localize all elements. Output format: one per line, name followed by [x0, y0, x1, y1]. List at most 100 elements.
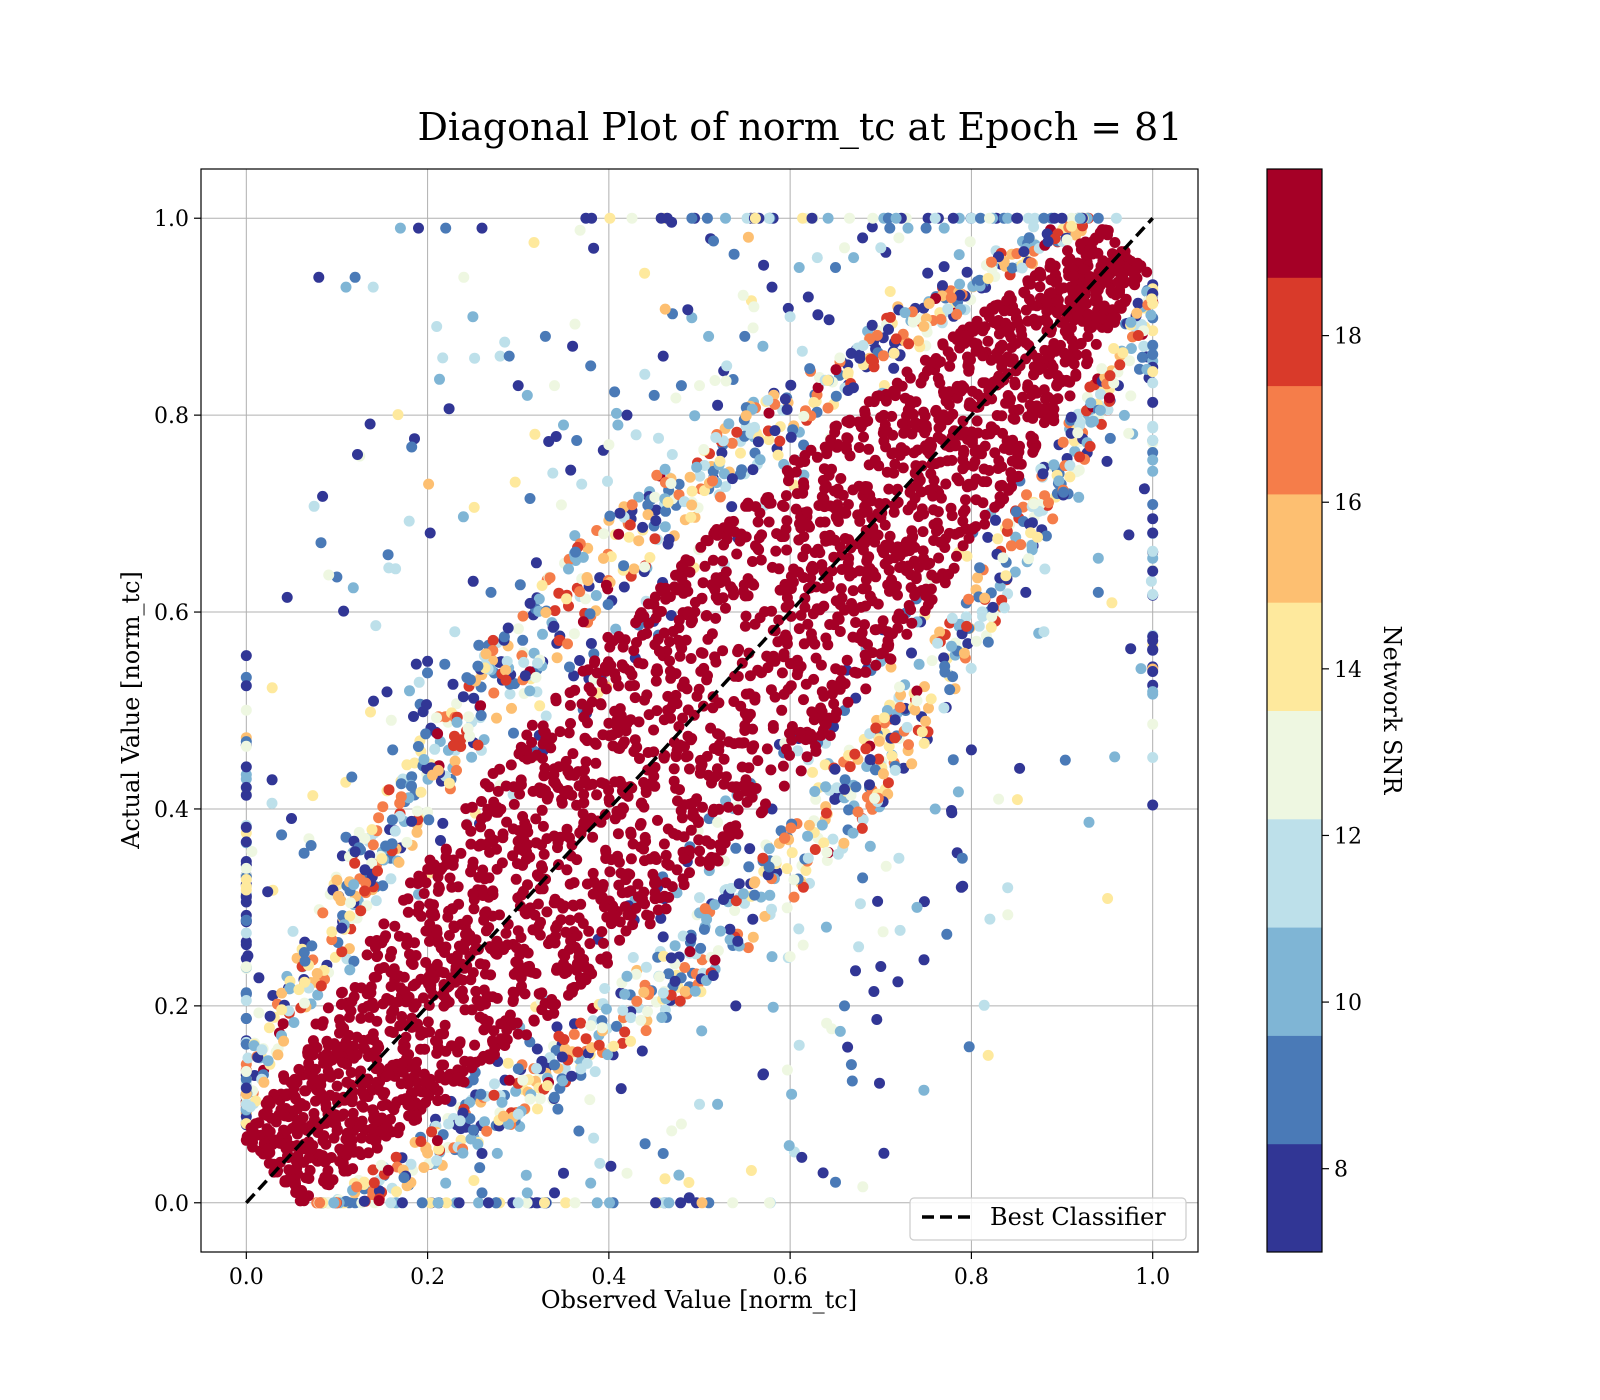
scatter-point — [415, 786, 427, 798]
scatter-point — [957, 383, 969, 395]
scatter-point — [585, 1177, 597, 1189]
scatter-point — [812, 309, 824, 321]
scatter-point — [862, 639, 873, 650]
scatter-point — [386, 814, 398, 826]
scatter-point — [877, 926, 889, 938]
scatter-point — [1002, 518, 1014, 530]
scatter-point — [729, 905, 741, 916]
scatter-point — [642, 509, 654, 521]
scatter-point — [526, 719, 538, 731]
scatter-point — [713, 697, 725, 709]
scatter-point — [1074, 451, 1086, 463]
scatter-point — [978, 999, 990, 1011]
scatter-point — [363, 1147, 374, 1159]
scatter-point — [344, 910, 356, 922]
scatter-point — [863, 443, 875, 455]
scatter-point — [406, 780, 417, 792]
scatter-point — [1024, 399, 1036, 411]
scatter-point — [940, 395, 952, 407]
scatter-point — [422, 1016, 434, 1028]
scatter-point — [1065, 411, 1077, 423]
scatter-point — [657, 931, 669, 943]
scatter-point — [633, 491, 645, 503]
scatter-point — [240, 896, 252, 908]
scatter-point — [665, 478, 677, 489]
scatter-point — [443, 403, 455, 415]
scatter-point — [889, 714, 901, 726]
scatter-point — [371, 1115, 383, 1127]
scatter-point — [284, 982, 296, 994]
scatter-point — [720, 566, 732, 578]
scatter-point — [1132, 297, 1144, 309]
scatter-point — [500, 674, 512, 686]
scatter-point — [447, 903, 459, 915]
scatter-point — [986, 256, 997, 268]
scatter-point — [1147, 643, 1159, 655]
scatter-point — [489, 946, 501, 958]
scatter-point — [834, 1025, 846, 1037]
scatter-point — [958, 647, 970, 659]
scatter-point — [1108, 343, 1120, 354]
scatter-point — [1040, 530, 1052, 542]
scatter-point — [527, 785, 539, 797]
scatter-point — [810, 740, 821, 752]
scatter-point — [909, 417, 921, 429]
scatter-point — [390, 1151, 402, 1163]
scatter-point — [882, 212, 894, 224]
scatter-point — [508, 727, 519, 739]
scatter-point — [1052, 377, 1064, 389]
scatter-point — [814, 516, 826, 528]
scatter-point — [524, 851, 536, 863]
scatter-point — [648, 389, 660, 401]
scatter-point — [512, 1063, 524, 1075]
scatter-point — [884, 286, 896, 297]
scatter-point — [449, 755, 461, 767]
scatter-point — [925, 693, 937, 705]
scatter-point — [384, 994, 396, 1006]
scatter-point — [617, 1004, 629, 1016]
scatter-point — [906, 428, 918, 440]
scatter-point — [1147, 666, 1159, 677]
scatter-point — [531, 1043, 543, 1055]
scatter-point — [824, 730, 836, 741]
scatter-point — [266, 682, 278, 694]
scatter-point — [694, 470, 706, 482]
scatter-point — [1045, 274, 1057, 286]
scatter-point — [418, 754, 430, 765]
scatter-point — [317, 490, 329, 502]
scatter-point — [1147, 565, 1159, 577]
scatter-point — [477, 884, 488, 896]
scatter-point — [727, 1197, 739, 1209]
scatter-point — [947, 212, 959, 224]
scatter-point — [426, 909, 438, 921]
scatter-point — [947, 754, 959, 766]
scatter-point — [464, 1056, 476, 1068]
scatter-point — [1053, 475, 1065, 487]
scatter-point — [351, 1181, 363, 1193]
scatter-point — [901, 536, 912, 548]
scatter-point — [793, 923, 805, 935]
scatter-point — [516, 889, 527, 901]
scatter-point — [767, 1001, 779, 1013]
scatter-point — [819, 483, 831, 495]
scatter-point — [1016, 262, 1028, 274]
x-axis-label: Observed Value [norm_tc] — [541, 1286, 857, 1314]
scatter-point — [872, 598, 884, 610]
scatter-point — [538, 770, 550, 782]
scatter-point — [782, 683, 794, 695]
scatter-point — [433, 883, 445, 894]
scatter-point — [657, 987, 669, 999]
scatter-point — [517, 610, 529, 622]
scatter-point — [432, 937, 444, 949]
scatter-point — [814, 547, 826, 559]
scatter-point — [365, 706, 376, 718]
scatter-point — [744, 843, 756, 855]
scatter-point — [726, 473, 738, 485]
scatter-point — [240, 761, 252, 773]
scatter-point — [440, 994, 452, 1005]
scatter-point — [619, 901, 631, 913]
scatter-point — [844, 450, 856, 462]
scatter-point — [385, 873, 397, 885]
scatter-point — [580, 974, 592, 986]
scatter-point — [938, 261, 950, 273]
